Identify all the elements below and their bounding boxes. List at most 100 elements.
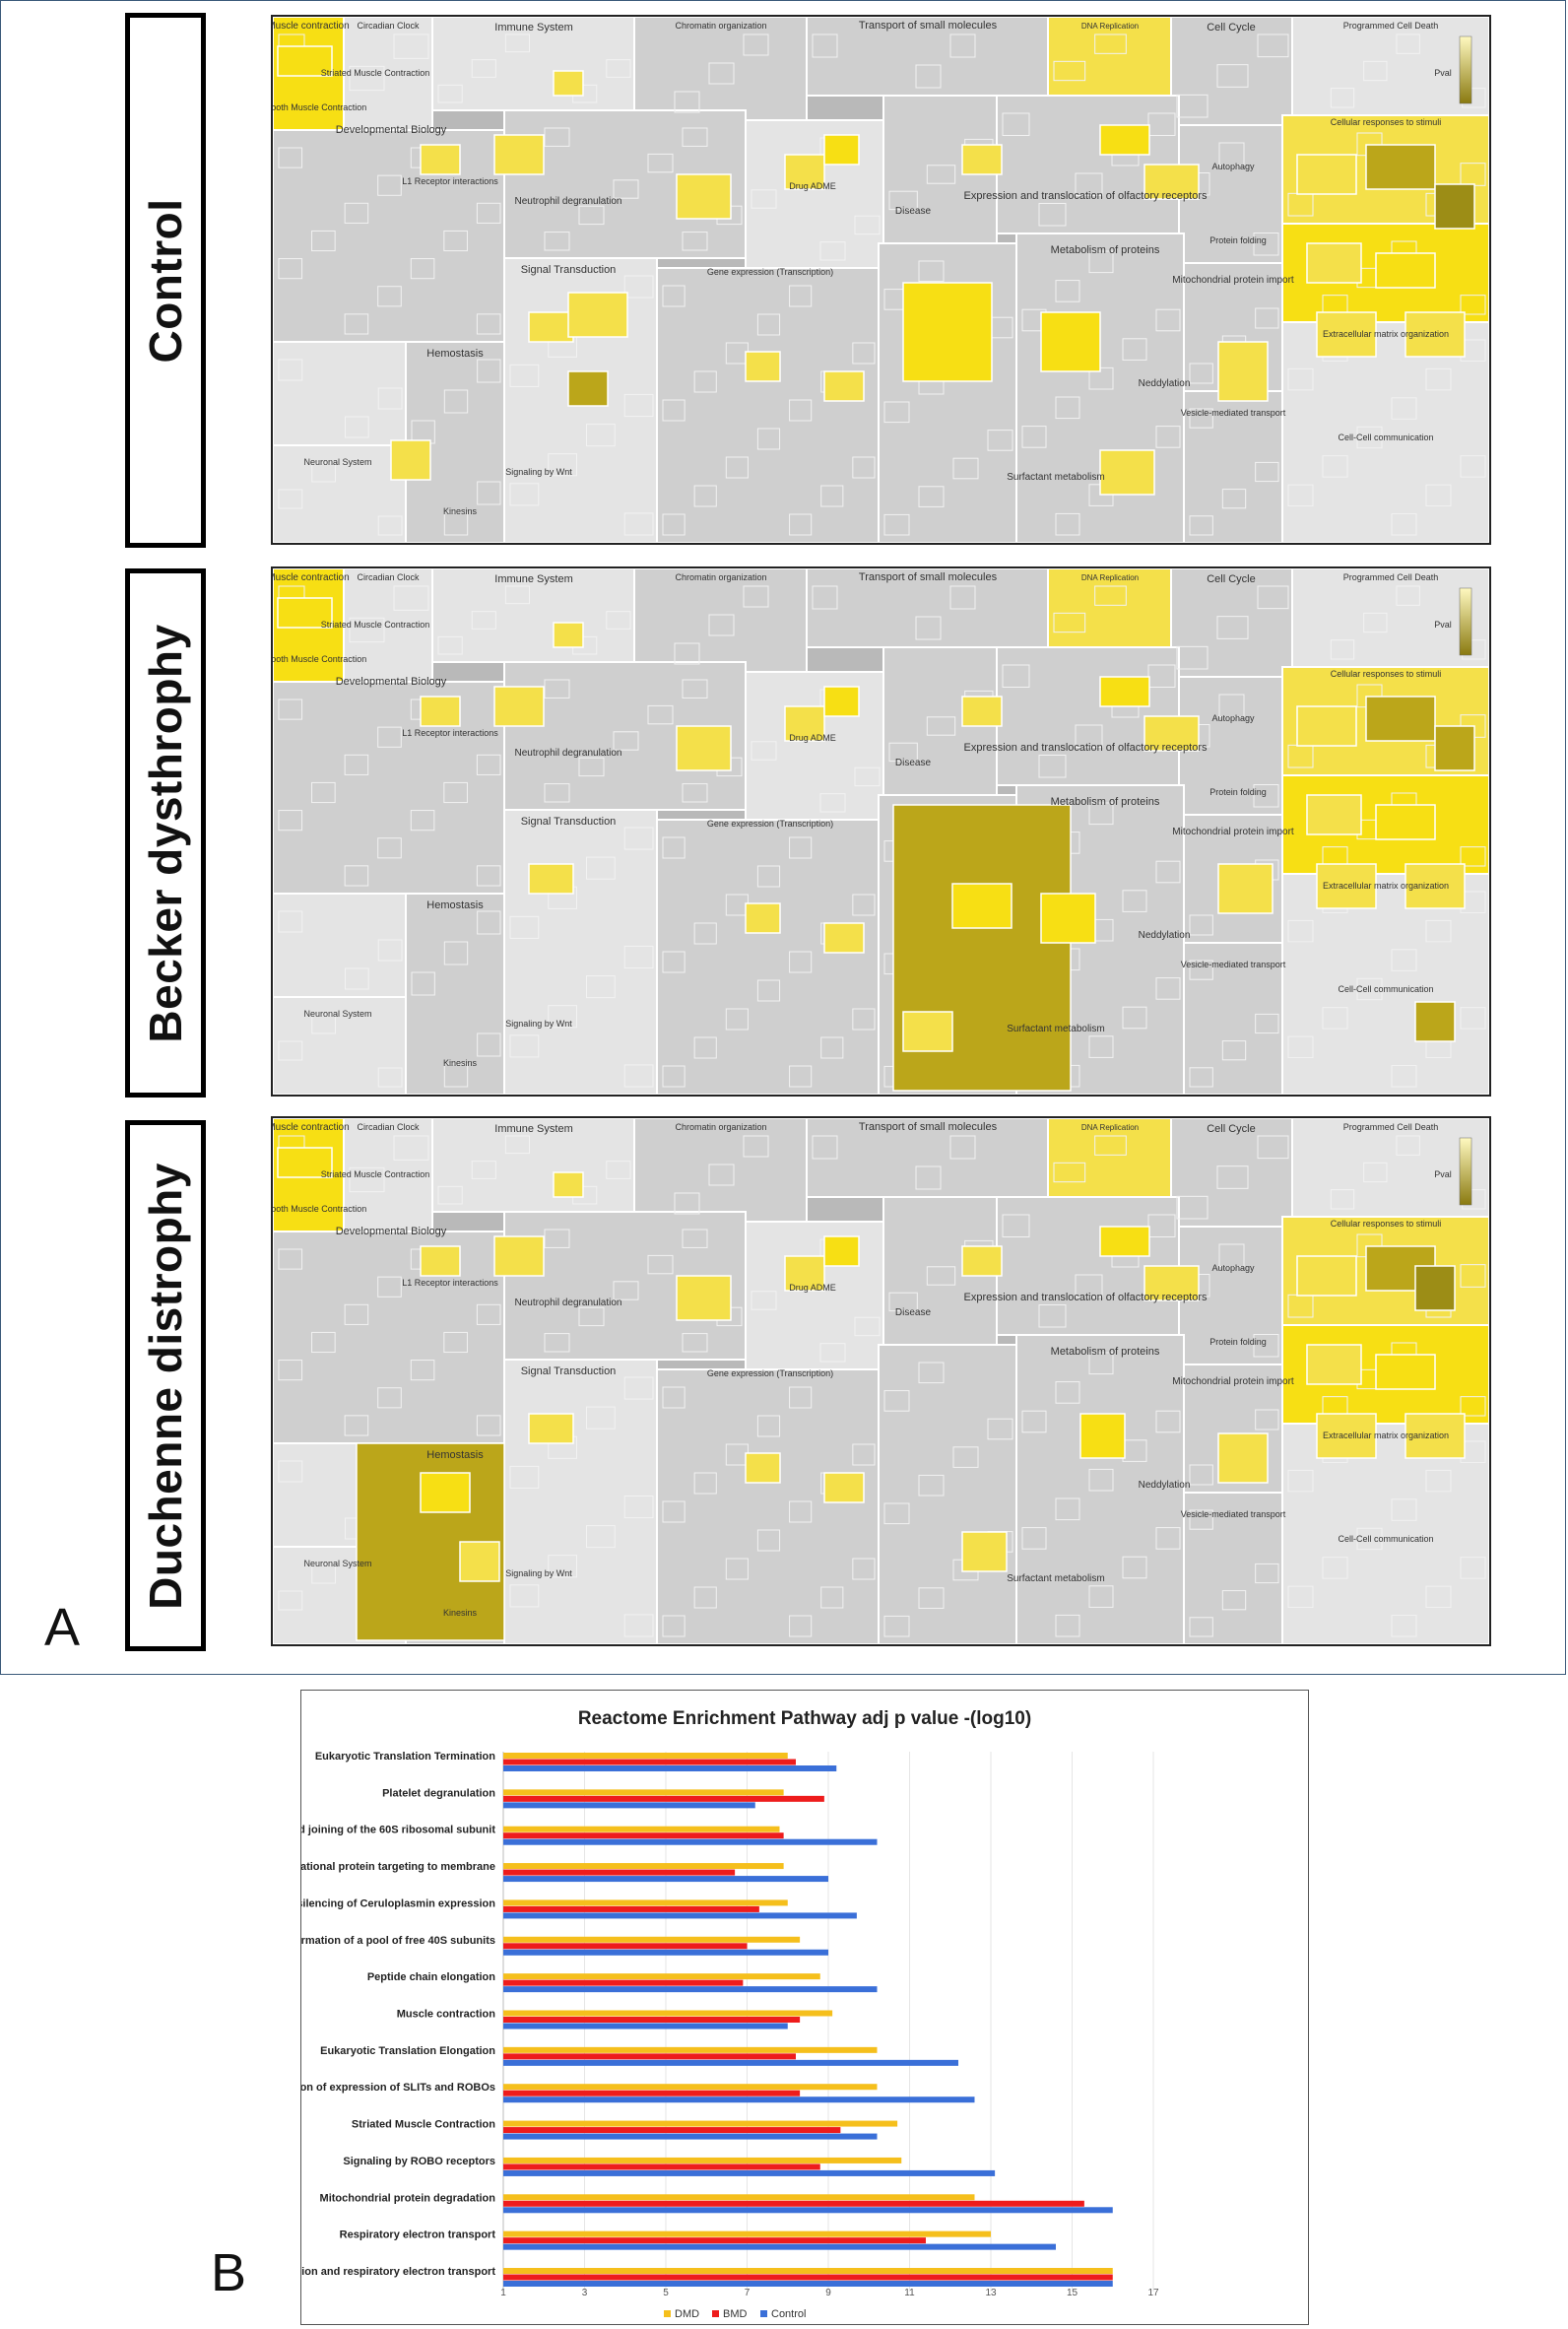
sub-pathway-cell — [509, 483, 540, 506]
pathway-region — [273, 893, 407, 998]
enriched-pathway-highlight — [390, 439, 431, 481]
pathway-region — [1281, 321, 1489, 543]
sub-pathway-cell — [812, 585, 838, 610]
pathway-label-cell_cycle: Cell Cycle — [1207, 22, 1256, 33]
bar-dmd-12 — [503, 2194, 975, 2201]
sub-pathway-cell — [344, 202, 369, 224]
pvalue-legend-label: Pval — [1434, 620, 1452, 630]
pathway-label-striated: Striated Muscle Contraction — [321, 620, 430, 630]
sub-pathway-cell — [854, 766, 881, 787]
sub-pathway-cell — [812, 33, 838, 58]
bar-control-2 — [503, 1838, 878, 1845]
sub-pathway-cell — [1155, 308, 1181, 332]
enriched-pathway-highlight — [961, 1245, 1003, 1277]
bar-bmd-1 — [503, 1795, 824, 1802]
sub-pathway-cell — [1356, 977, 1383, 1001]
sub-pathway-cell — [613, 179, 639, 199]
sub-pathway-cell — [1253, 1334, 1279, 1358]
sub-pathway-cell — [410, 258, 435, 280]
enriched-pathway-highlight — [420, 696, 461, 727]
pathway-region — [745, 671, 884, 821]
category-label: Eukaryotic Translation Termination — [315, 1751, 495, 1763]
pathway-label-kinesins: Kinesins — [443, 1608, 478, 1618]
sub-pathway-cell — [1055, 1381, 1080, 1404]
sub-pathway-cell — [1189, 408, 1213, 429]
sub-pathway-cell — [377, 837, 402, 859]
sub-pathway-cell — [443, 1063, 469, 1088]
sub-pathway-cell — [1287, 919, 1314, 943]
enriched-pathway-highlight — [823, 1472, 865, 1503]
reactome-map-becker: Pval Muscle contraction Circadian Clock Imm… — [271, 566, 1491, 1097]
pathway-label-cell_resp: Cellular responses to stimuli — [1331, 669, 1442, 679]
sub-pathway-cell — [789, 1065, 813, 1088]
sub-pathway-cell — [443, 389, 469, 414]
enriched-pathway-highlight — [528, 1413, 574, 1444]
pathway-label-hemostasis: Hemostasis — [426, 899, 484, 911]
sub-pathway-cell — [311, 462, 336, 483]
sub-pathway-cell — [812, 1135, 838, 1160]
sub-pathway-cell — [949, 1135, 976, 1160]
bar-dmd-10 — [503, 2120, 898, 2127]
pathway-label-cell_cycle: Cell Cycle — [1207, 573, 1256, 585]
sub-pathway-cell — [1391, 1498, 1417, 1521]
sub-pathway-cell — [682, 1229, 708, 1248]
sub-pathway-cell — [1322, 1557, 1348, 1579]
sub-pathway-cell — [789, 399, 813, 422]
pathway-label-dev_bio: Developmental Biology — [336, 124, 447, 136]
sub-pathway-cell — [1189, 363, 1213, 384]
sub-pathway-cell — [1021, 1527, 1047, 1550]
pathway-region — [656, 819, 880, 1095]
enriched-pathway-highlight — [1296, 1255, 1357, 1297]
sub-pathway-cell — [504, 585, 530, 605]
pathway-region — [1281, 873, 1489, 1095]
row-label-text: Duchenne distrophy — [140, 1162, 191, 1610]
pathway-label-gene_exp: Gene expression (Transcription) — [707, 1368, 833, 1378]
bar-control-1 — [503, 1802, 755, 1809]
sub-pathway-cell — [820, 1036, 844, 1059]
sub-pathway-cell — [1088, 1468, 1114, 1492]
enriched-pathway-highlight — [1316, 311, 1377, 358]
sub-pathway-cell — [393, 1135, 429, 1161]
sub-pathway-cell — [278, 258, 303, 280]
bar-bmd-0 — [503, 1759, 796, 1765]
enriched-pathway-highlight — [553, 1171, 584, 1198]
legend-label-dmd: DMD — [675, 2308, 699, 2320]
sub-pathway-cell — [647, 153, 674, 173]
sub-pathway-cell — [888, 1292, 918, 1312]
bar-control-10 — [503, 2133, 878, 2140]
sub-pathway-cell — [1122, 338, 1147, 361]
sub-pathway-cell — [662, 1615, 686, 1637]
sub-pathway-cell — [1094, 33, 1127, 54]
category-label: SRP-dependent cotranslational protein ta… — [301, 1861, 495, 1873]
sub-pathway-cell — [613, 1281, 639, 1300]
sub-pathway-cell — [918, 1587, 945, 1609]
sub-pathway-cell — [1002, 1214, 1030, 1237]
sub-pathway-cell — [1255, 1563, 1279, 1584]
bar-dmd-5 — [503, 1936, 801, 1943]
sub-pathway-cell — [1075, 1274, 1103, 1298]
pathway-region — [806, 568, 1049, 648]
chart-panel-b: Reactome Enrichment Pathway adj p value … — [151, 1690, 1309, 2325]
sub-pathway-cell — [544, 783, 570, 803]
pathway-label-protein_folding: Protein folding — [1209, 1337, 1267, 1347]
sub-pathway-cell — [725, 456, 749, 479]
pathway-label-metab_prot: Metabolism of proteins — [1051, 1346, 1160, 1358]
pathway-label-signaling_wnt: Signaling by Wnt — [505, 467, 572, 477]
pathway-label-neddylation: Neddylation — [1139, 930, 1191, 941]
sub-pathway-cell — [789, 951, 813, 973]
sub-pathway-cell — [1122, 1006, 1147, 1030]
sub-pathway-cell — [789, 836, 813, 859]
enriched-pathway-highlight — [1375, 1354, 1436, 1390]
sub-pathway-cell — [1391, 949, 1417, 971]
enriched-pathway-highlight — [1405, 1413, 1466, 1459]
category-label: Striated Muscle Contraction — [352, 2119, 495, 2131]
sub-pathway-cell — [682, 679, 708, 699]
sub-pathway-cell — [852, 1443, 876, 1466]
enriched-pathway-highlight — [676, 725, 732, 771]
sub-pathway-cell — [1363, 60, 1388, 82]
pathway-label-metab_prot: Metabolism of proteins — [1051, 796, 1160, 808]
row-label-becker: Becker dysthrophy — [125, 568, 206, 1098]
sub-pathway-cell — [578, 1306, 605, 1327]
sub-pathway-cell — [1053, 60, 1086, 82]
sub-pathway-cell — [504, 33, 530, 53]
